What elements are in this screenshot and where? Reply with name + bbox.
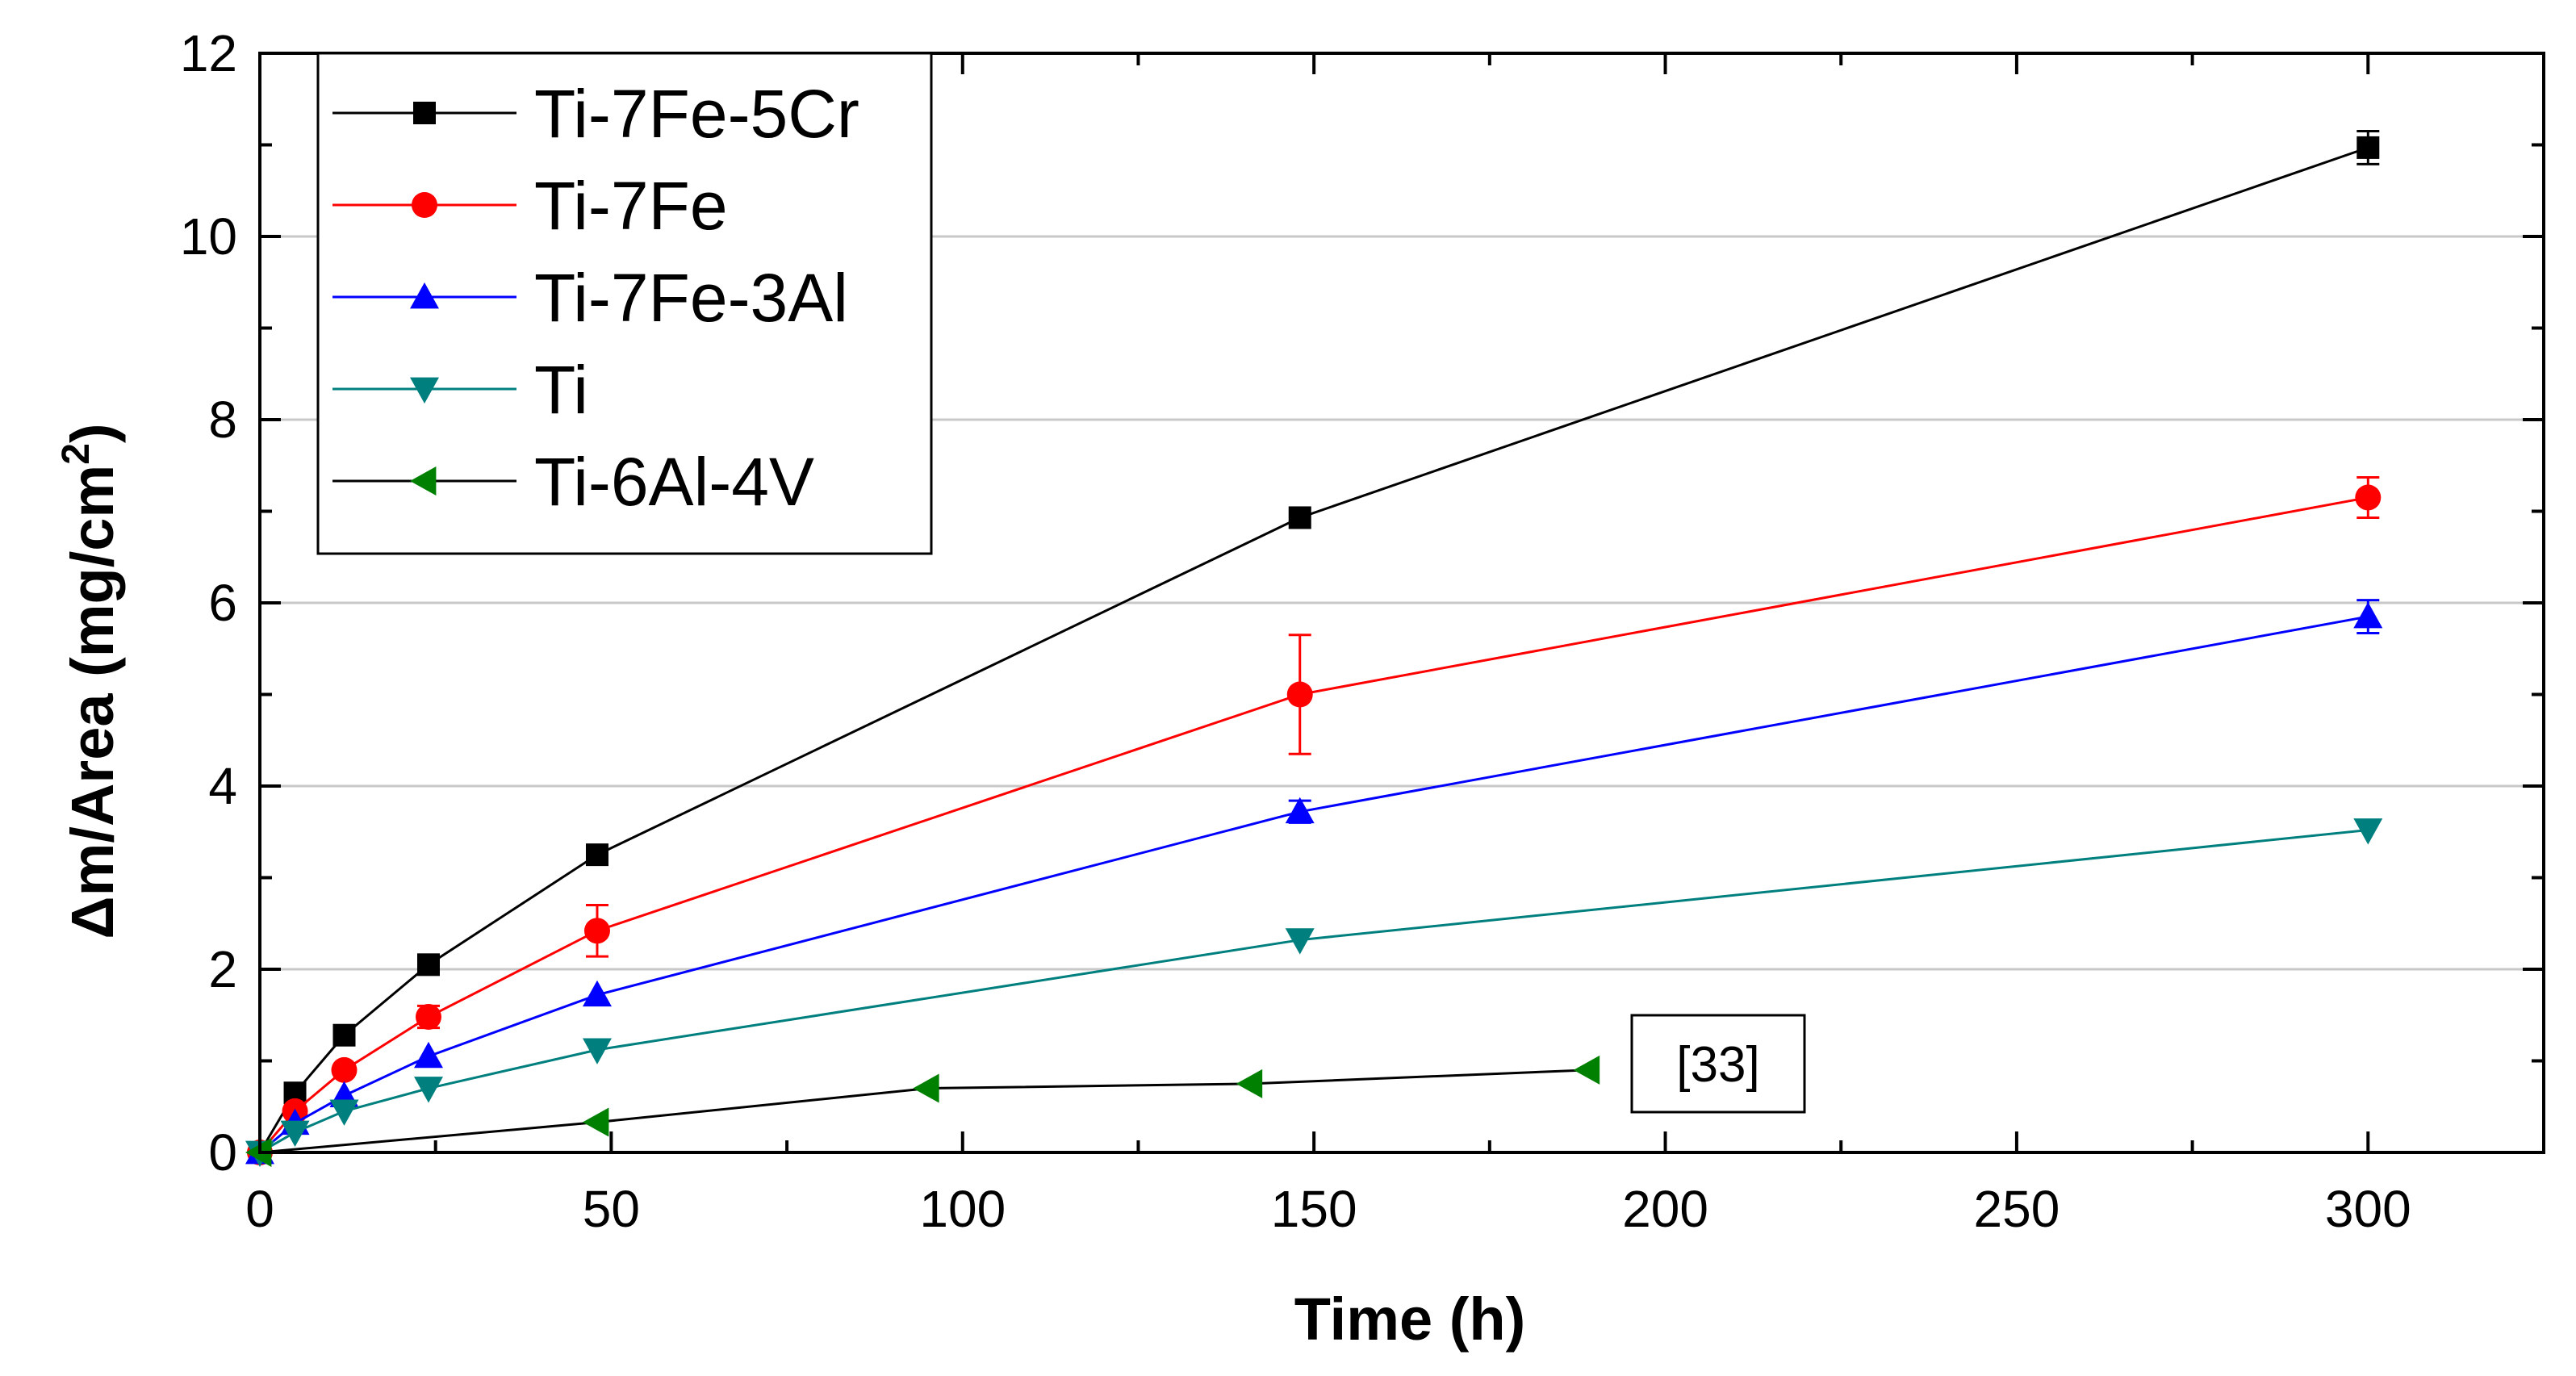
x-tick-label: 100 (919, 1180, 1006, 1238)
data-point (415, 1004, 441, 1031)
legend: Ti-7Fe-5Cr Ti-7Fe Ti-7Fe-3Al Ti Ti-6Al-4V (316, 52, 933, 555)
data-point (329, 1099, 359, 1126)
series-Ti-7Fe (247, 476, 2382, 1165)
y-tick-label: 4 (208, 757, 237, 815)
y-tick-label: 0 (208, 1123, 237, 1182)
x-tick-label: 300 (2325, 1180, 2411, 1238)
data-point (2356, 136, 2380, 159)
annotation-text: [33] (1676, 1037, 1759, 1093)
x-tick-label: 50 (583, 1180, 640, 1238)
legend-entry: Ti-7Fe (332, 168, 728, 244)
legend-marker (410, 282, 439, 309)
data-point (2353, 602, 2383, 629)
data-point (585, 843, 608, 867)
legend-label: Ti (534, 352, 588, 428)
annotation-layer: [33] (1630, 1014, 1806, 1114)
data-point (416, 953, 440, 977)
series-Ti-7Fe-3Al (245, 599, 2383, 1165)
y-axis-title: Δm/Area (mg/cm2) (55, 423, 126, 939)
data-point (1286, 681, 1313, 708)
series-Ti-7Fe-5Cr (249, 129, 2380, 1164)
y-axis-title-main: Δm/Area (mg/cm (59, 465, 126, 939)
series-line (259, 828, 2369, 1154)
data-point (413, 1077, 443, 1103)
y-tick-label: 12 (180, 24, 237, 82)
data-point (1573, 1055, 1600, 1085)
data-point (583, 918, 610, 944)
data-point (1288, 506, 1311, 529)
series-line (259, 615, 2369, 1154)
data-point (582, 1038, 612, 1064)
legend-label: Ti-7Fe-5Cr (534, 76, 859, 152)
x-tick-label: 250 (1974, 1180, 2060, 1238)
x-tick-label: 0 (245, 1180, 274, 1238)
data-point (1285, 928, 1315, 955)
axes-layer: 0 50 100 150 200 250 300 0 2 4 6 8 10 12 (180, 24, 2545, 1238)
series-Ti (245, 818, 2383, 1167)
x-tick-label: 150 (1271, 1180, 1357, 1238)
legend-entry: Ti (332, 352, 588, 428)
x-tick-label: 200 (1622, 1180, 1708, 1238)
legend-entry: Ti-7Fe-5Cr (332, 76, 859, 152)
x-axis-title: Time (h) (1294, 1286, 1525, 1353)
data-point (582, 1107, 609, 1137)
legend-label: Ti-6Al-4V (534, 444, 814, 520)
y-axis-title-close: ) (59, 423, 126, 443)
legend-marker (412, 192, 437, 218)
series-layer (245, 129, 2383, 1167)
y-tick-label: 8 (208, 391, 237, 449)
legend-label: Ti-7Fe-3Al (534, 260, 848, 336)
y-tick-label: 2 (208, 940, 237, 998)
data-point (2353, 818, 2383, 845)
data-point (913, 1073, 939, 1103)
data-point (1236, 1069, 1263, 1098)
y-tick-label: 6 (208, 574, 237, 632)
legend-marker (410, 377, 439, 404)
data-point (280, 1120, 310, 1148)
data-point (413, 1041, 443, 1069)
legend-entry: Ti-6Al-4V (332, 444, 814, 520)
series-Ti-6Al-4V (245, 1055, 1600, 1167)
legend-marker (413, 102, 436, 124)
legend-entry: Ti-7Fe-3Al (332, 260, 848, 336)
legend-marker (410, 466, 437, 496)
data-point (331, 1056, 358, 1083)
y-axis-title-sup: 2 (55, 443, 98, 465)
data-point (332, 1023, 356, 1047)
data-point (2355, 484, 2382, 511)
y-tick-label: 10 (180, 207, 237, 266)
legend-label: Ti-7Fe (534, 168, 728, 244)
data-point (1285, 797, 1315, 824)
annotation-box (1630, 1014, 1806, 1114)
data-point (582, 980, 612, 1007)
